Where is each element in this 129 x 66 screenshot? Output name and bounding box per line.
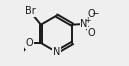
Text: O: O [88,28,95,38]
Text: N: N [80,19,88,29]
Text: N: N [53,47,60,57]
Text: +: + [84,16,90,25]
Text: −: − [91,8,98,17]
Text: O: O [88,9,95,19]
Text: Br: Br [25,6,35,16]
Text: O: O [25,38,33,48]
